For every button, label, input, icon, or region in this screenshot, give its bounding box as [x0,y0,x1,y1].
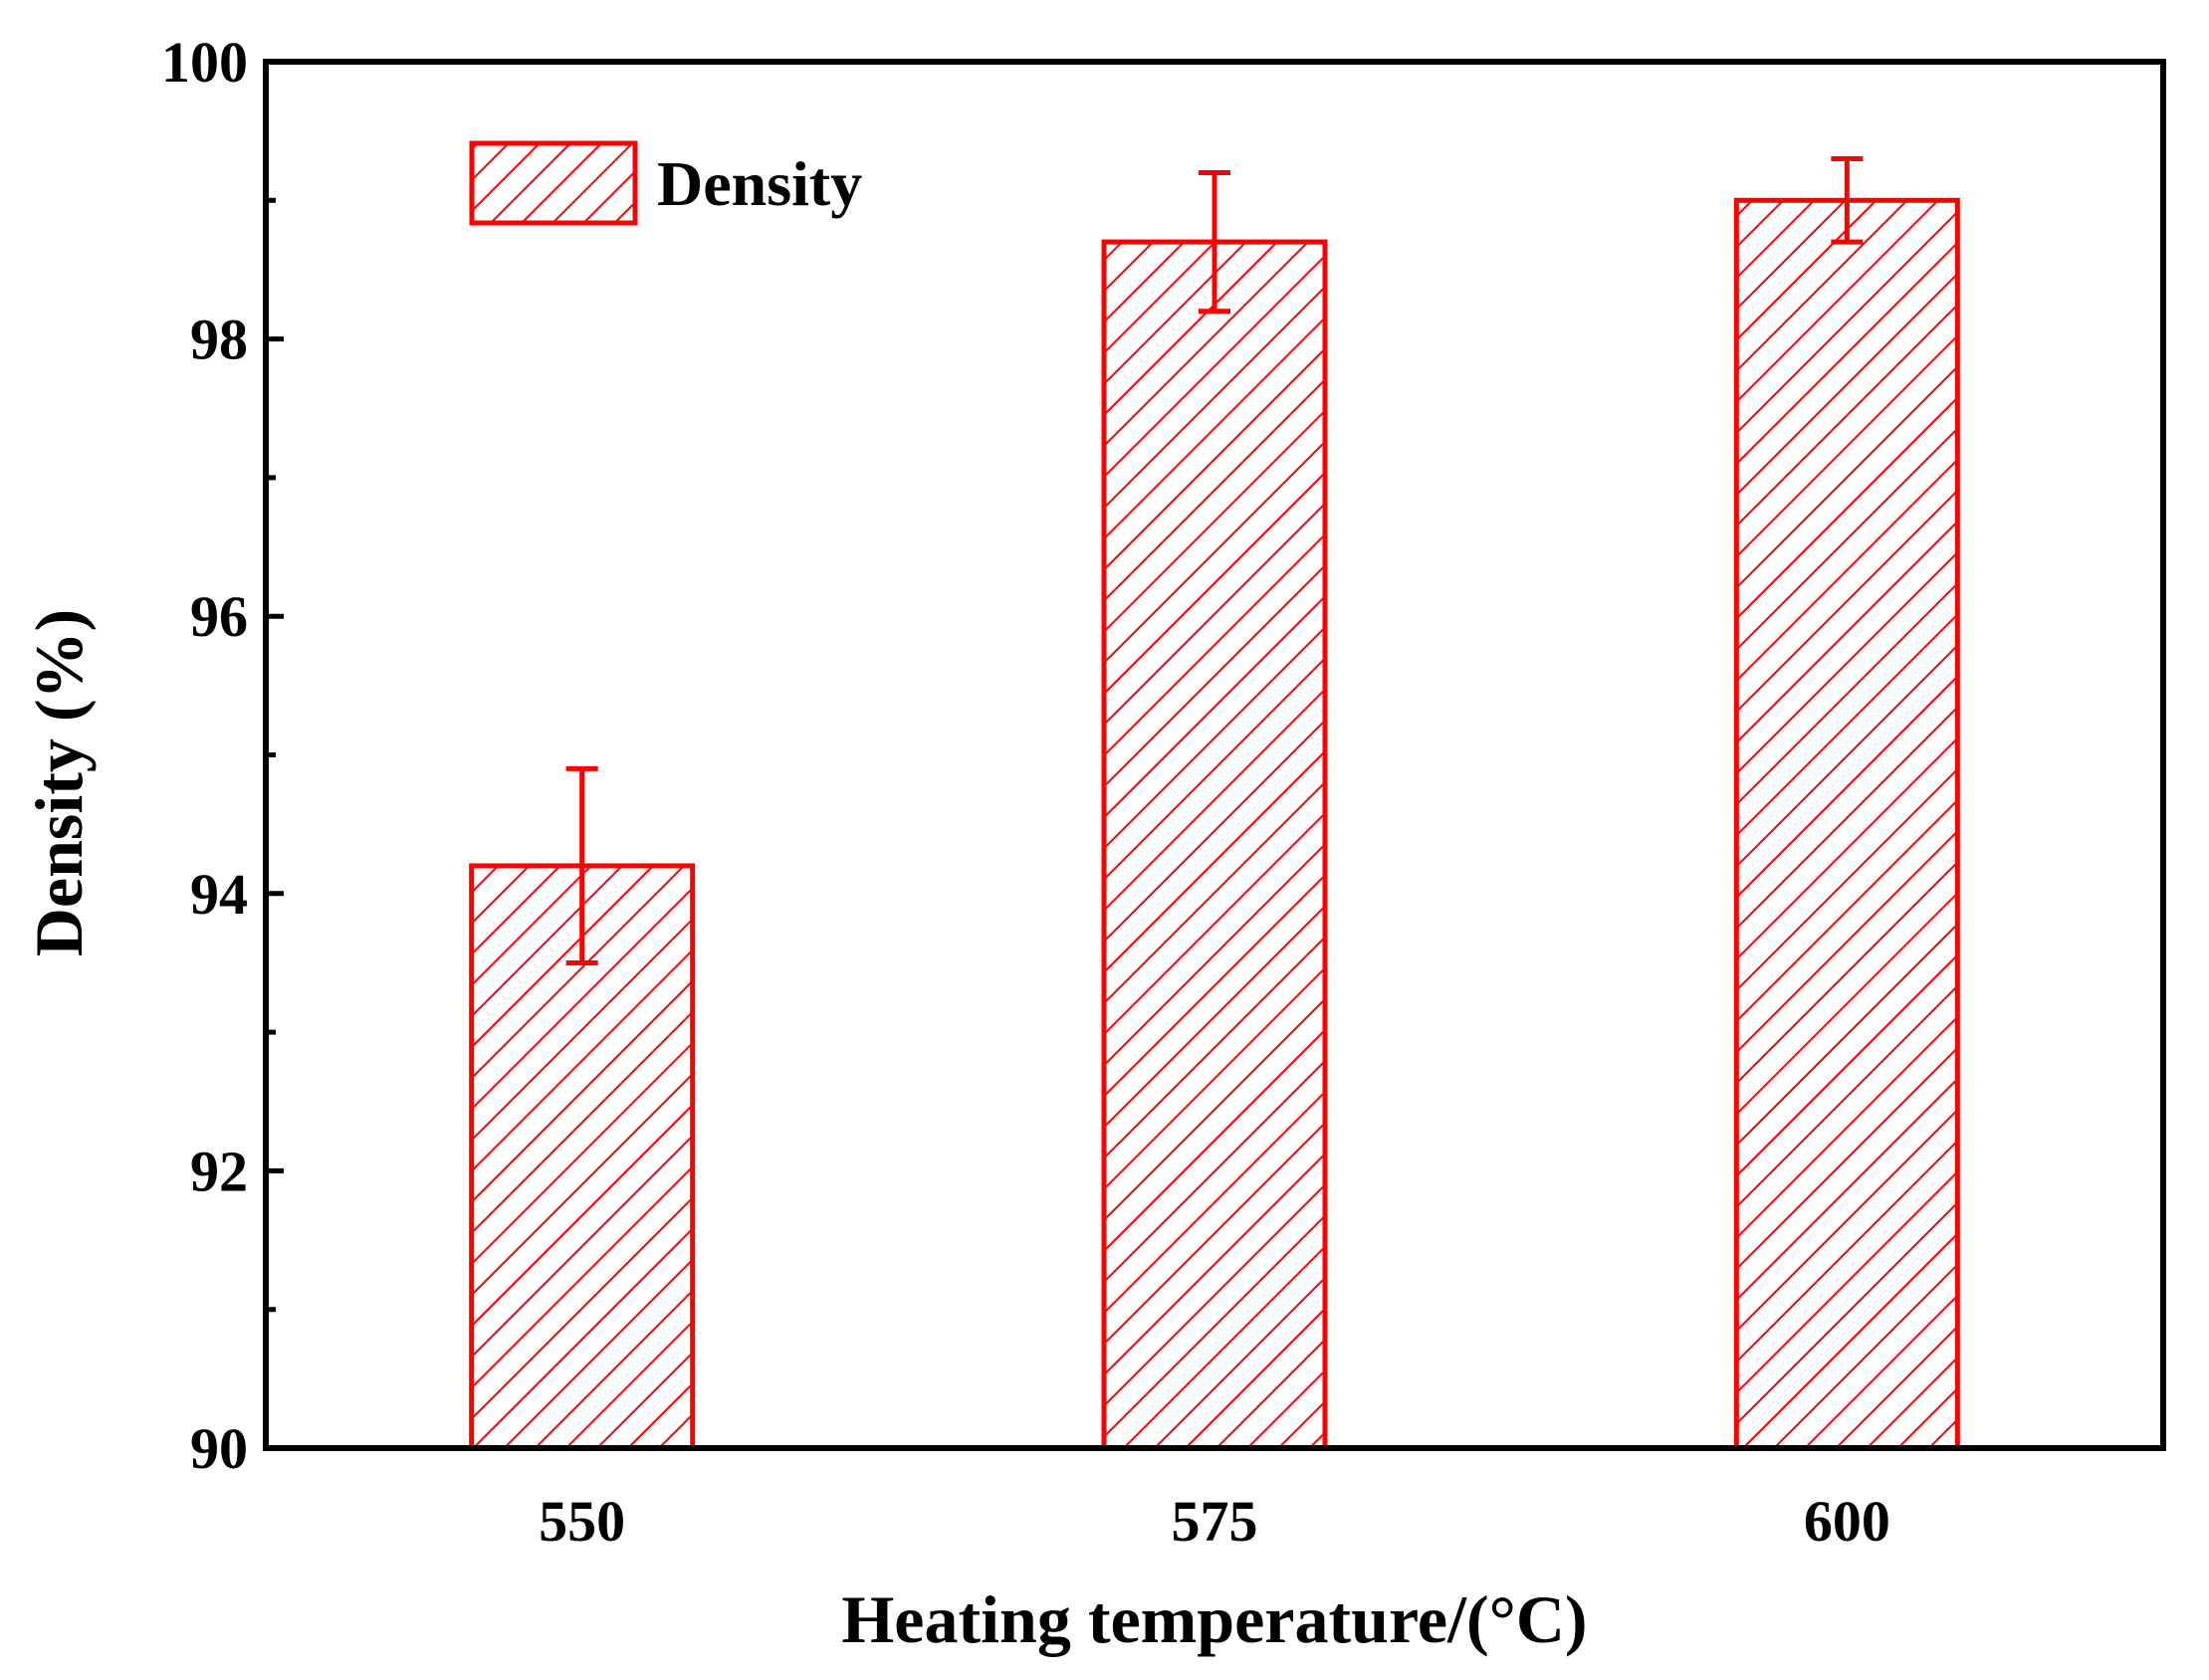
y-axis: 90 92 94 96 98 100 [161,30,284,1481]
error-bar-600 [1831,156,1864,245]
y-tick-label-94: 94 [190,862,248,927]
y-axis-title: Density (%) [21,609,97,956]
bar-575 [1101,239,1328,1451]
bar-600 [1733,197,1960,1451]
y-tick-label-98: 98 [190,308,248,372]
x-tick-label-550: 550 [539,1489,625,1554]
y-tick-label-90: 90 [190,1416,248,1481]
legend-swatch [469,140,638,226]
x-axis: 550 575 600 [539,1489,1890,1554]
x-tick-label-575: 575 [1172,1489,1258,1554]
y-tick-label-96: 96 [190,584,248,649]
x-axis-title: Heating temperature/(°C) [841,1581,1587,1657]
x-tick-label-600: 600 [1804,1489,1890,1554]
y-tick-label-92: 92 [190,1139,248,1203]
bars-layer [469,197,1960,1451]
legend-label: Density [657,148,862,219]
error-bar-550 [565,765,598,965]
error-bars-layer [565,156,1864,965]
error-bar-575 [1199,169,1230,315]
legend: Density [469,140,862,226]
y-tick-label-100: 100 [161,30,248,95]
